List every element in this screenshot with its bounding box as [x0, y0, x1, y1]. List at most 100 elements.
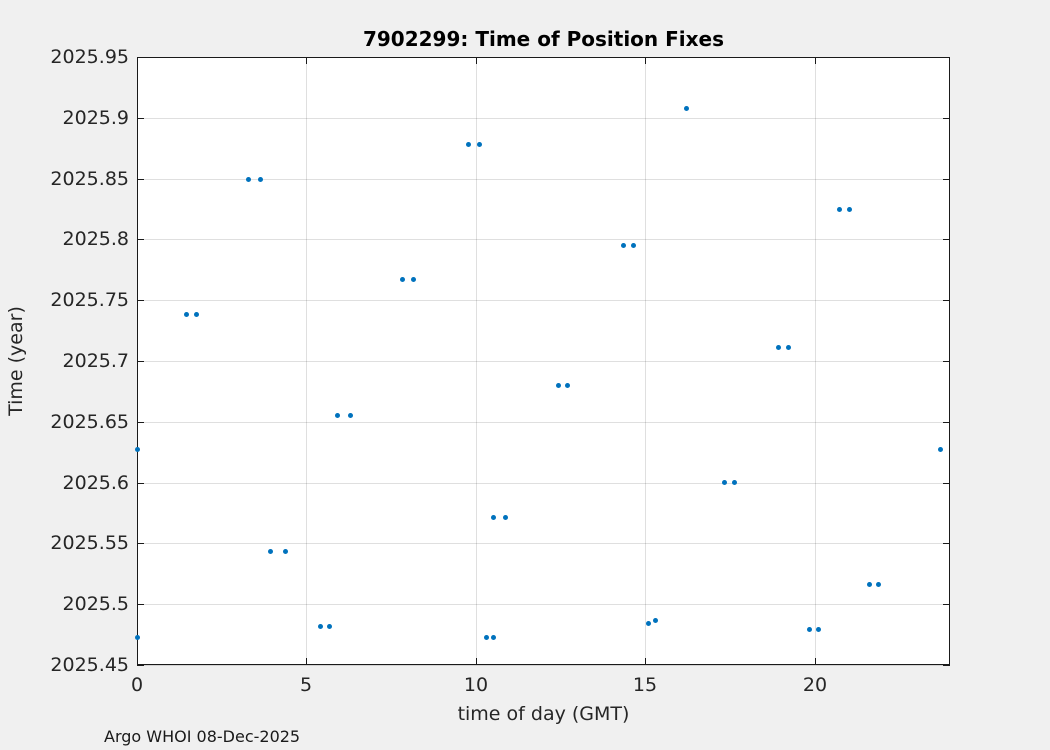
x-tick-label: 15: [632, 674, 658, 696]
plot-area: [134, 57, 950, 666]
y-tick-label: 2025.55: [50, 532, 129, 554]
x-gridline: [815, 57, 816, 665]
y-tick-mark-right: [943, 604, 950, 605]
data-point: [816, 627, 822, 633]
y-tick-label: 2025.85: [50, 168, 129, 190]
data-point: [876, 582, 882, 588]
x-tick-label: 5: [299, 674, 313, 696]
data-point: [134, 634, 140, 640]
x-tick-mark: [137, 658, 138, 665]
y-tick-mark: [137, 604, 144, 605]
y-gridline: [137, 604, 950, 605]
chart-title: 7902299: Time of Position Fixes: [362, 27, 725, 51]
data-point: [400, 277, 406, 283]
data-point: [837, 206, 843, 212]
data-point: [565, 382, 571, 388]
y-tick-mark-right: [943, 239, 950, 240]
y-axis-label: Time (year): [5, 306, 27, 416]
x-axis-label: time of day (GMT): [457, 703, 630, 725]
data-point: [502, 515, 508, 521]
data-point: [326, 623, 332, 629]
y-gridline: [137, 543, 950, 544]
data-point: [631, 242, 637, 248]
x-tick-label: 0: [130, 674, 144, 696]
data-point: [555, 382, 561, 388]
data-point: [721, 480, 727, 486]
y-tick-mark-right: [943, 300, 950, 301]
y-tick-mark: [137, 239, 144, 240]
y-tick-label: 2025.75: [50, 289, 129, 311]
x-tick-mark: [645, 658, 646, 665]
data-point: [806, 627, 812, 633]
data-point: [318, 623, 324, 629]
y-tick-mark-right: [943, 57, 950, 58]
data-point: [476, 142, 482, 148]
x-tick-mark: [476, 658, 477, 665]
data-point: [347, 413, 353, 419]
data-point: [466, 142, 472, 148]
data-point: [483, 634, 489, 640]
y-tick-label: 2025.5: [62, 593, 129, 615]
y-tick-label: 2025.6: [62, 472, 129, 494]
y-tick-mark: [137, 118, 144, 119]
data-point: [194, 312, 200, 318]
y-tick-mark: [137, 422, 144, 423]
y-tick-label: 2025.65: [50, 411, 129, 433]
data-point: [134, 447, 140, 453]
x-tick-mark-top: [306, 57, 307, 64]
data-point: [786, 345, 792, 351]
y-tick-mark: [137, 57, 144, 58]
y-gridline: [137, 118, 950, 119]
y-gridline: [137, 239, 950, 240]
data-point: [653, 617, 659, 623]
y-tick-mark: [137, 361, 144, 362]
y-gridline: [137, 57, 950, 58]
data-point: [775, 345, 781, 351]
data-point: [866, 582, 872, 588]
y-tick-mark-right: [943, 665, 950, 666]
y-tick-mark-right: [943, 118, 950, 119]
y-tick-mark: [137, 483, 144, 484]
y-gridline: [137, 483, 950, 484]
watermark-text: Argo WHOI 08-Dec-2025: [104, 727, 301, 746]
x-tick-mark-top: [815, 57, 816, 64]
y-tick-mark: [137, 300, 144, 301]
y-gridline: [137, 361, 950, 362]
x-tick-mark-top: [645, 57, 646, 64]
y-tick-mark-right: [943, 179, 950, 180]
x-tick-mark-top: [476, 57, 477, 64]
data-point: [267, 549, 273, 555]
x-gridline: [306, 57, 307, 665]
data-point: [490, 634, 496, 640]
data-point: [683, 105, 689, 111]
y-tick-label: 2025.7: [62, 350, 129, 372]
y-gridline: [137, 179, 950, 180]
x-gridline: [645, 57, 646, 665]
y-gridline: [137, 300, 950, 301]
data-point: [282, 549, 288, 555]
x-tick-label: 20: [802, 674, 828, 696]
y-tick-mark-right: [943, 483, 950, 484]
data-point: [183, 312, 189, 318]
y-tick-mark: [137, 665, 144, 666]
x-tick-label: 10: [463, 674, 489, 696]
data-point: [411, 277, 417, 283]
x-tick-mark: [815, 658, 816, 665]
y-gridline: [137, 422, 950, 423]
y-gridline: [137, 665, 950, 666]
data-point: [938, 447, 944, 453]
y-tick-mark-right: [943, 422, 950, 423]
y-tick-mark: [137, 543, 144, 544]
data-point: [732, 480, 738, 486]
y-tick-label: 2025.95: [50, 46, 129, 68]
data-point: [645, 621, 651, 627]
x-gridline: [476, 57, 477, 665]
data-point: [335, 413, 341, 419]
data-point: [490, 515, 496, 521]
y-tick-mark: [137, 179, 144, 180]
data-point: [257, 177, 263, 183]
y-tick-mark-right: [943, 361, 950, 362]
y-tick-label: 2025.45: [50, 654, 129, 676]
data-point: [846, 206, 852, 212]
